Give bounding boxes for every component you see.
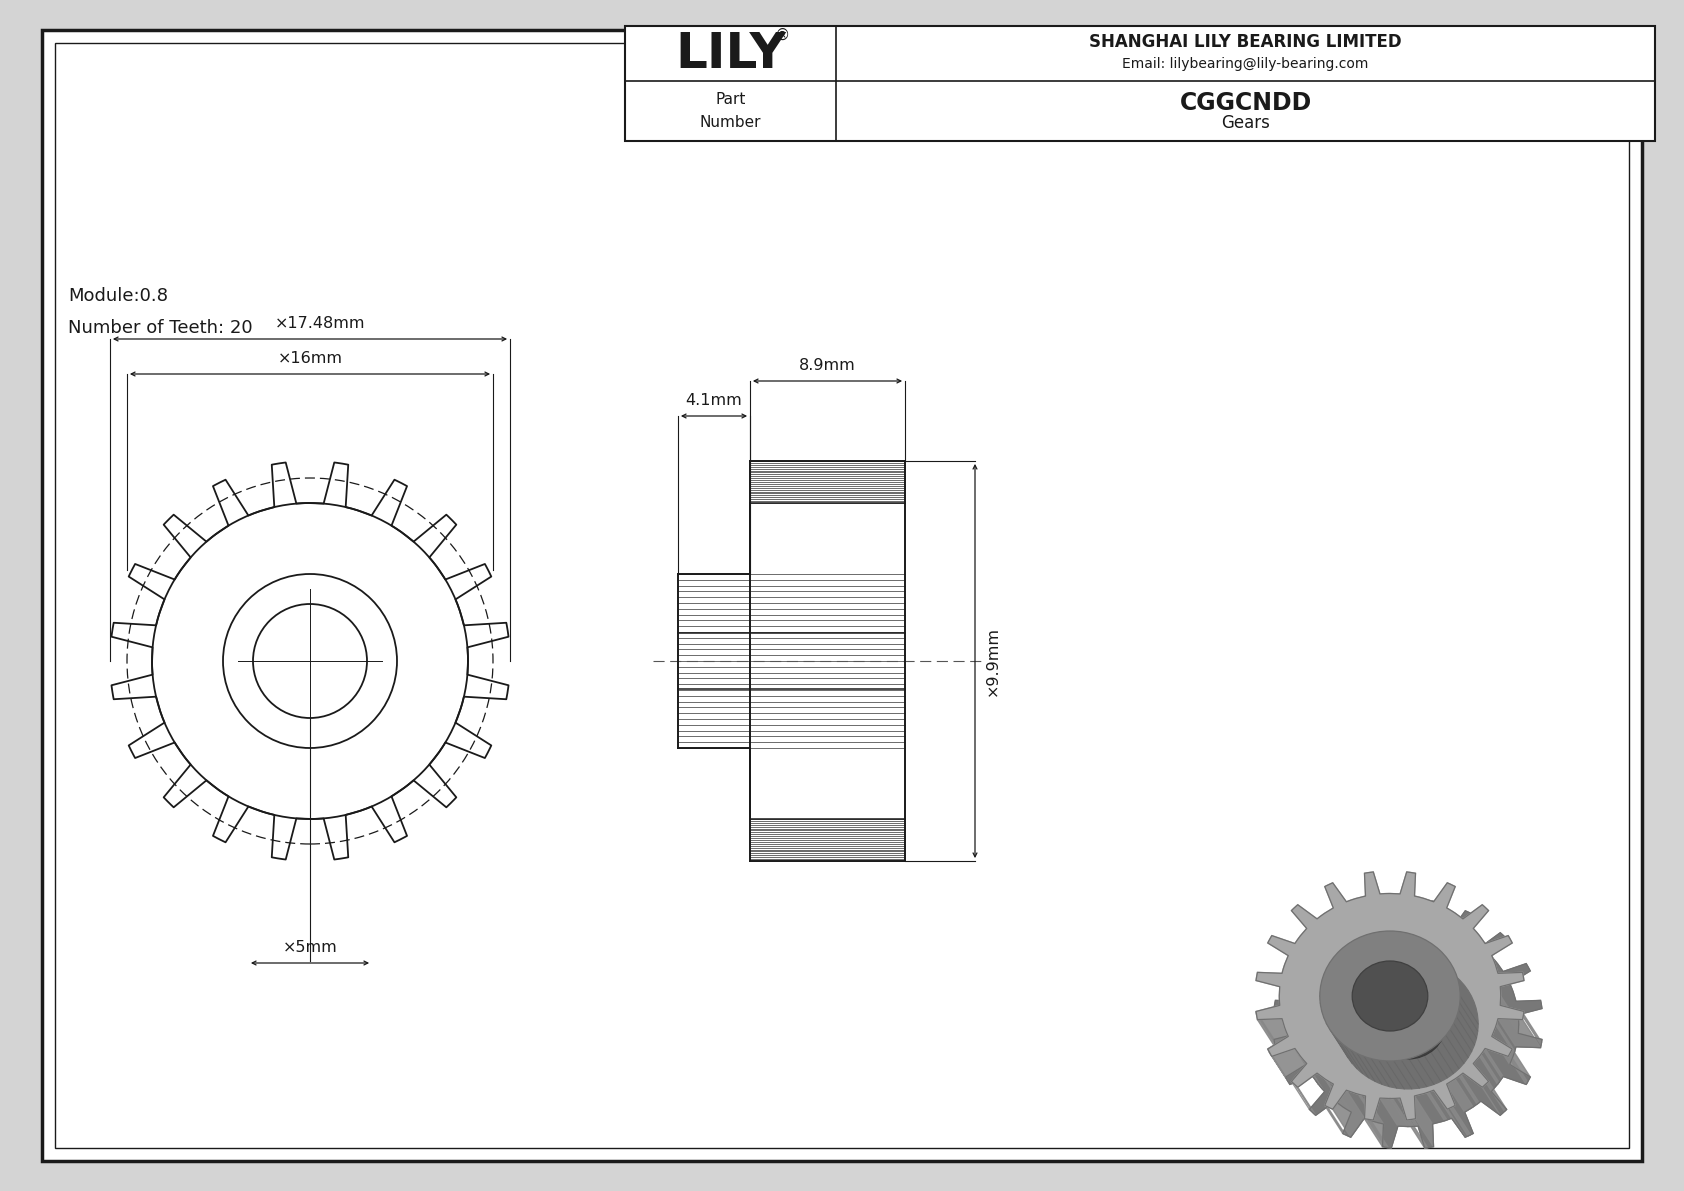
Polygon shape xyxy=(1484,1048,1504,1078)
Text: ×17.48mm: ×17.48mm xyxy=(274,316,365,331)
Ellipse shape xyxy=(1337,959,1479,1089)
Polygon shape xyxy=(1447,1079,1474,1112)
Ellipse shape xyxy=(1371,989,1447,1059)
Polygon shape xyxy=(1275,900,1543,1148)
Polygon shape xyxy=(1303,1060,1324,1090)
Polygon shape xyxy=(1450,1106,1470,1136)
Polygon shape xyxy=(1256,872,1524,1120)
Polygon shape xyxy=(1359,1095,1379,1123)
Polygon shape xyxy=(1495,1023,1514,1054)
Text: SHANGHAI LILY BEARING LIMITED: SHANGHAI LILY BEARING LIMITED xyxy=(1090,32,1401,50)
Polygon shape xyxy=(1270,1052,1288,1081)
Text: ®: ® xyxy=(775,29,790,43)
Polygon shape xyxy=(1406,1120,1428,1148)
Polygon shape xyxy=(1364,1096,1384,1147)
Polygon shape xyxy=(1509,1054,1527,1084)
Ellipse shape xyxy=(1320,931,1460,1061)
Text: Email: lilybearing@lily-bearing.com: Email: lilybearing@lily-bearing.com xyxy=(1123,57,1369,70)
Text: ×9.9mm: ×9.9mm xyxy=(985,626,1000,696)
Polygon shape xyxy=(1398,1098,1418,1127)
Polygon shape xyxy=(1367,1120,1388,1148)
Text: LILY: LILY xyxy=(675,30,786,77)
Polygon shape xyxy=(1433,1090,1465,1137)
Polygon shape xyxy=(1415,1096,1433,1147)
Polygon shape xyxy=(1268,1036,1307,1077)
Bar xyxy=(625,26,1655,141)
Polygon shape xyxy=(1258,1018,1300,1048)
Polygon shape xyxy=(1280,1003,1298,1034)
Polygon shape xyxy=(1458,1074,1479,1104)
Polygon shape xyxy=(1295,1048,1319,1084)
Polygon shape xyxy=(1492,1036,1531,1077)
Polygon shape xyxy=(1480,1054,1499,1084)
Text: 4.1mm: 4.1mm xyxy=(685,393,743,409)
Polygon shape xyxy=(1325,1105,1346,1135)
Polygon shape xyxy=(1295,1085,1315,1115)
Polygon shape xyxy=(1482,1087,1500,1115)
Text: Number of Teeth: 20: Number of Teeth: 20 xyxy=(67,319,253,337)
Text: 8.9mm: 8.9mm xyxy=(800,358,855,373)
Polygon shape xyxy=(1292,1081,1310,1110)
Polygon shape xyxy=(1325,1079,1346,1109)
Text: Module:0.8: Module:0.8 xyxy=(67,287,168,305)
Ellipse shape xyxy=(1352,961,1428,1031)
Polygon shape xyxy=(1332,1090,1364,1137)
Polygon shape xyxy=(1522,1015,1541,1045)
Polygon shape xyxy=(1330,1083,1351,1112)
Text: Gears: Gears xyxy=(1221,114,1270,132)
Text: Part
Number: Part Number xyxy=(701,93,761,130)
Polygon shape xyxy=(1389,1098,1411,1127)
Polygon shape xyxy=(1487,1081,1507,1111)
Polygon shape xyxy=(1500,996,1519,1034)
Polygon shape xyxy=(1499,1018,1541,1048)
Text: ×16mm: ×16mm xyxy=(278,351,342,366)
Text: ×5mm: ×5mm xyxy=(283,940,337,955)
Text: CGGCNDD: CGGCNDD xyxy=(1179,91,1312,116)
Polygon shape xyxy=(1285,1030,1305,1060)
Polygon shape xyxy=(1426,1092,1447,1121)
Polygon shape xyxy=(1256,1011,1275,1042)
Polygon shape xyxy=(1379,1098,1408,1127)
